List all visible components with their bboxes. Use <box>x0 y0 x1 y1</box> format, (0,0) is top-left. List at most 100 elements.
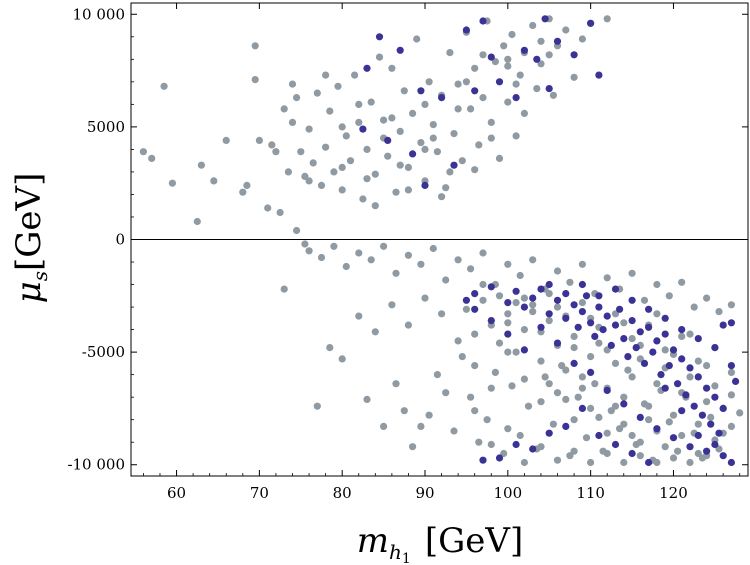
blue-point <box>727 362 736 370</box>
gray-point <box>686 330 694 338</box>
blue-point <box>487 283 495 291</box>
blue-point <box>620 400 628 408</box>
gray-point <box>727 422 736 430</box>
blue-point <box>471 290 479 298</box>
gray-point <box>371 202 379 210</box>
blue-point <box>450 161 458 169</box>
blue-point <box>624 353 632 361</box>
gray-point <box>363 175 371 183</box>
gray-point <box>611 402 620 410</box>
gray-point <box>417 260 425 268</box>
gray-point <box>520 109 529 117</box>
gray-point <box>363 395 371 403</box>
blue-point <box>686 443 694 451</box>
gray-point <box>375 53 384 61</box>
gray-point <box>549 91 558 99</box>
gray-point <box>533 85 541 93</box>
gray-point <box>707 413 715 421</box>
blue-point <box>711 440 719 449</box>
gray-point <box>508 30 516 39</box>
gray-point <box>603 274 611 282</box>
gray-point <box>467 105 475 113</box>
blue-point <box>694 373 702 381</box>
blue-point <box>570 359 578 367</box>
gray-point <box>272 148 280 156</box>
gray-point <box>495 292 504 300</box>
gray-point <box>400 407 408 415</box>
gray-point <box>442 184 450 192</box>
gray-point <box>574 393 582 401</box>
gray-point <box>338 123 346 131</box>
gray-point <box>669 411 678 419</box>
gray-point <box>404 321 412 329</box>
gray-point <box>520 458 529 467</box>
gray-point <box>520 294 529 302</box>
gray-point <box>640 296 649 304</box>
gray-point <box>400 87 408 95</box>
blue-point <box>591 332 599 340</box>
gray-point <box>301 240 309 248</box>
gray-point <box>346 157 355 165</box>
gray-point <box>669 454 678 462</box>
gray-point <box>446 49 454 57</box>
gray-point <box>442 389 450 397</box>
gray-point <box>467 393 475 401</box>
gray-point <box>475 141 483 149</box>
gray-point <box>512 299 520 307</box>
gray-point <box>520 326 529 334</box>
blue-point <box>471 87 479 95</box>
gray-point <box>433 148 441 156</box>
blue-point <box>603 386 611 394</box>
gray-point <box>504 260 512 268</box>
gray-point <box>487 118 495 126</box>
gray-point <box>529 308 537 316</box>
gray-point <box>429 121 437 129</box>
blue-point <box>421 181 429 189</box>
gray-point <box>454 105 462 113</box>
gray-point <box>371 170 379 178</box>
blue-point <box>574 323 582 331</box>
blue-point <box>690 402 698 410</box>
blue-point <box>529 294 537 302</box>
gray-point <box>429 244 437 253</box>
blue-point <box>603 312 611 320</box>
gray-point <box>690 303 698 311</box>
blue-point <box>520 346 529 354</box>
blue-point <box>653 337 661 345</box>
blue-point <box>711 344 719 352</box>
gray-point <box>516 271 524 280</box>
blue-point <box>479 456 487 464</box>
gray-point <box>454 256 462 264</box>
gray-point <box>380 422 388 430</box>
blue-point <box>674 380 682 388</box>
gray-point <box>661 443 669 451</box>
gray-point <box>529 21 537 30</box>
blue-point <box>719 452 727 460</box>
blue-point <box>669 434 678 442</box>
gray-point <box>417 422 425 430</box>
x-tick-label: 60 <box>167 484 186 502</box>
gray-point <box>313 402 321 410</box>
gray-point <box>628 269 636 277</box>
gray-point <box>197 161 205 169</box>
gray-point <box>413 35 421 43</box>
gray-point <box>711 382 719 390</box>
gray-point <box>255 136 263 144</box>
blue-point <box>487 53 495 61</box>
gray-point <box>417 139 425 147</box>
gray-point <box>570 447 578 455</box>
gray-point <box>553 389 562 397</box>
gray-point <box>595 339 603 347</box>
y-tick-label: -10 000 <box>67 456 125 474</box>
gray-point <box>425 411 433 419</box>
blue-point <box>504 299 512 307</box>
blue-point <box>359 125 367 133</box>
gray-point <box>553 303 562 311</box>
gray-point <box>396 127 404 135</box>
gray-point <box>280 105 288 113</box>
gray-point <box>703 294 711 302</box>
blue-point <box>495 454 504 462</box>
gray-point <box>595 413 603 421</box>
blue-point <box>636 413 644 421</box>
